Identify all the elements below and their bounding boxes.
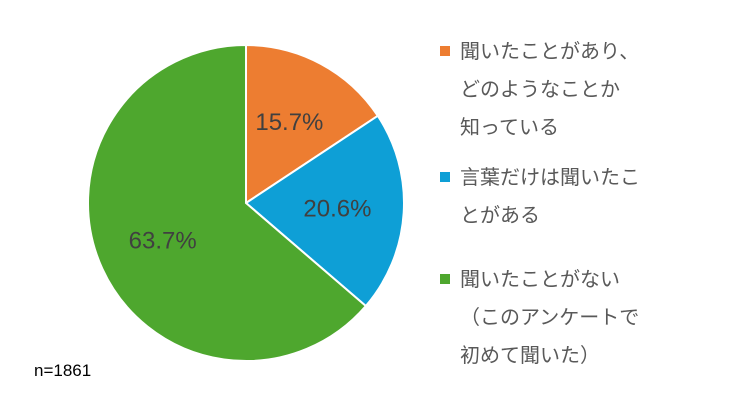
slice-know (245, 43, 380, 205)
legend-item-heard-word: 言葉だけは聞いたこ とがある (440, 158, 730, 234)
legend-item-never-heard: 聞いたことがない （このアンケートで 初めて聞いた） (440, 260, 730, 374)
slice-heard-word (244, 114, 405, 308)
legend-label-never-heard: 聞いたことがない （このアンケートで 初めて聞いた） (460, 267, 640, 367)
legend-swatch-know (440, 46, 450, 56)
sample-size-note: n=1861 (34, 361, 92, 380)
legend-label-heard-word: 言葉だけは聞いたこ とがある (460, 165, 640, 227)
slice-heard-word-label: 20.6% (303, 195, 371, 222)
legend-label-know: 聞いたことがあり、 どのようなことか 知っている (460, 39, 640, 139)
legend-item-know: 聞いたことがあり、 どのようなことか 知っている (440, 32, 730, 146)
slice-never-heard (87, 43, 368, 362)
slice-know-label: 15.7% (255, 109, 323, 136)
legend-swatch-heard-word (440, 172, 450, 182)
slice-never-heard-label: 63.7% (129, 228, 197, 255)
legend-swatch-never-heard (440, 274, 450, 284)
pie-data-labels: 15.7% 20.6% 63.7% (129, 109, 372, 255)
legend: 聞いたことがあり、 どのようなことか 知っている 言葉だけは聞いたこ とがある … (440, 32, 730, 374)
pie-slices (87, 43, 405, 362)
